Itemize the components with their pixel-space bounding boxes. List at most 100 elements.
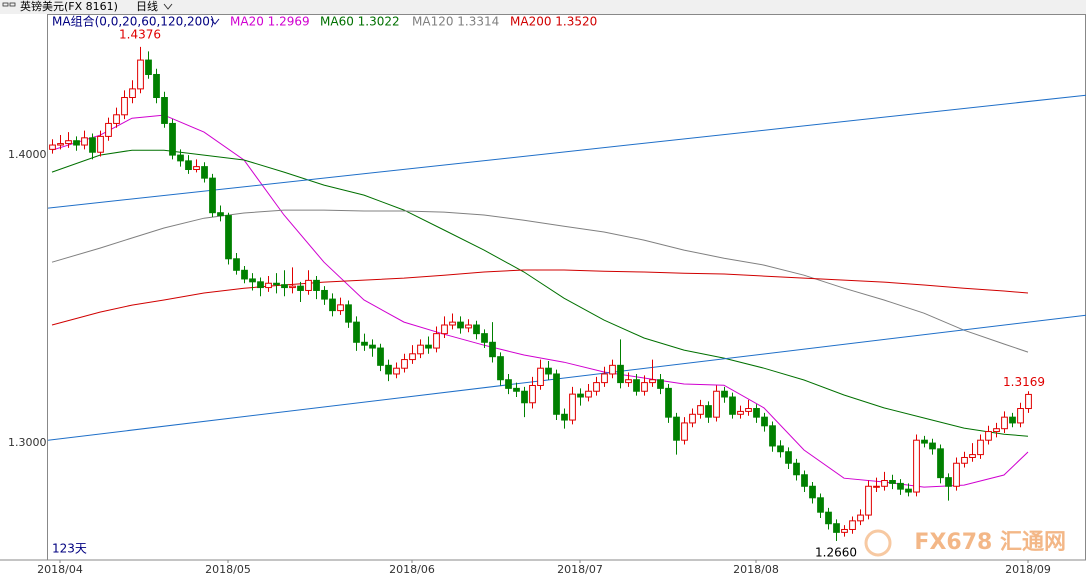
period-caret[interactable]: [163, 3, 173, 10]
price-annotation: 1.4376: [119, 27, 161, 41]
candle-body: [465, 324, 472, 329]
candle-body: [297, 285, 304, 291]
candle-body: [801, 474, 808, 487]
candle-body: [257, 281, 264, 289]
candle-body: [969, 454, 976, 458]
candle-body: [1025, 393, 1032, 410]
ma-line: [51, 209, 1029, 353]
candle-body: [945, 477, 952, 487]
candle-body: [561, 413, 568, 421]
x-tick-label: 2018/08: [733, 563, 779, 576]
candle-body: [825, 511, 832, 525]
candle-body: [161, 97, 168, 124]
candle-body: [569, 393, 576, 421]
candle-body: [649, 379, 656, 384]
candle-body: [185, 160, 192, 171]
candle-body: [369, 344, 376, 349]
candle-body: [905, 488, 912, 493]
candle-body: [129, 88, 136, 99]
trend-line: [48, 314, 1086, 441]
candle-body: [113, 114, 120, 124]
candle-body: [145, 59, 152, 75]
candle-body: [337, 304, 344, 312]
candle-body: [97, 135, 104, 153]
candle-body: [769, 425, 776, 447]
ma-line: [51, 114, 1029, 488]
candle-body: [393, 367, 400, 375]
candle-body: [713, 390, 720, 418]
candle-body: [89, 137, 96, 153]
candle-body: [921, 439, 928, 444]
candle-body: [513, 387, 520, 392]
candle-body: [681, 422, 688, 441]
legend-entry: MA120 1.3314: [412, 15, 499, 29]
candle-body: [833, 523, 840, 533]
ma-line: [51, 269, 1029, 326]
candle-body: [193, 166, 200, 171]
candle-body: [249, 278, 256, 283]
candle-body: [593, 382, 600, 392]
candle-body: [481, 333, 488, 343]
header-bar: [0, 0, 1086, 14]
candle-body: [209, 177, 216, 214]
candle-body: [609, 364, 616, 375]
candle-body: [345, 304, 352, 323]
candle-body: [993, 428, 1000, 433]
candle-body: [489, 341, 496, 358]
candle-body: [281, 284, 288, 289]
candle-body: [1009, 416, 1016, 424]
ma-line: [51, 149, 1029, 437]
candle-body: [177, 154, 184, 162]
candle-body: [217, 212, 224, 217]
watermark: FX678 汇通网: [914, 530, 1066, 555]
candle-body: [73, 140, 80, 146]
candle-body: [881, 480, 888, 487]
candle-body: [505, 379, 512, 389]
candle-body: [761, 416, 768, 427]
candle-body: [137, 59, 144, 90]
candle-body: [745, 408, 752, 412]
candle-body: [985, 431, 992, 441]
candle-body: [473, 324, 480, 335]
x-tick-label: 2018/09: [1005, 563, 1051, 576]
candle-body: [121, 97, 128, 116]
candle-body: [961, 456, 968, 464]
candle-body: [857, 514, 864, 522]
candle-body: [65, 140, 72, 145]
candle-body: [545, 367, 552, 375]
menu-icon[interactable]: [2, 2, 16, 7]
period-select[interactable]: 日线: [136, 0, 158, 13]
candle-body: [49, 144, 56, 150]
candle-body: [497, 356, 504, 381]
candle-body: [377, 347, 384, 366]
candle-body: [793, 462, 800, 476]
y-tick-label: 1.4000: [8, 148, 47, 161]
candle-body: [169, 122, 176, 156]
candle-body: [657, 379, 664, 389]
candle-body: [537, 367, 544, 386]
candle-body: [313, 279, 320, 291]
trend-line: [48, 94, 1086, 209]
legend-title[interactable]: MA组合(0,0,20,60,120,200): [52, 14, 215, 29]
candle-body: [233, 258, 240, 271]
legend-entry: MA60 1.3022: [320, 15, 400, 29]
plot-frame: [47, 14, 1086, 561]
candle-body: [665, 387, 672, 418]
candle-body: [897, 482, 904, 490]
candle-body: [785, 451, 792, 464]
candle-body: [577, 393, 584, 398]
price-annotation: 1.2660: [815, 545, 857, 559]
price-annotation: 1.3169: [1003, 375, 1045, 389]
candle-body: [849, 520, 856, 530]
candle-body: [329, 298, 336, 312]
candle-body: [753, 408, 760, 418]
candle-body: [57, 143, 64, 146]
candle-body: [529, 384, 536, 404]
candle-body: [601, 373, 608, 384]
candle-body: [729, 396, 736, 415]
legend-entry: MA20 1.2969: [230, 15, 310, 29]
candle-body: [977, 439, 984, 456]
legend-caret[interactable]: [210, 18, 220, 25]
